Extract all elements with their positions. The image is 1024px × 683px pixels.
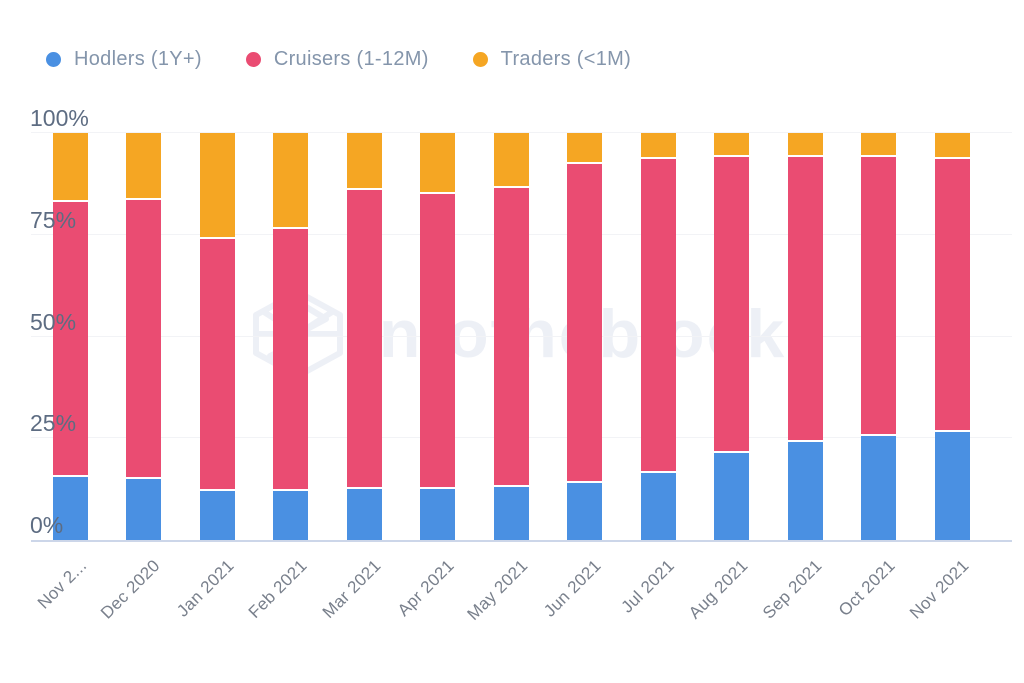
- bar-segment-hodlers-1y[interactable]: [567, 483, 602, 540]
- bar-dec-2020[interactable]: [126, 133, 161, 540]
- bar-jan-2021[interactable]: [199, 133, 235, 540]
- bar-segment-hodlers-1y[interactable]: [787, 442, 823, 540]
- x-axis-label-apr-2021: Apr 2021: [394, 556, 458, 620]
- bar-segment-hodlers-1y[interactable]: [493, 487, 529, 540]
- bar-segment-cruisers-1-12m[interactable]: [126, 200, 161, 479]
- legend-label: Cruisers (1-12M): [273, 48, 429, 70]
- bar-segment-hodlers-1y[interactable]: [934, 432, 970, 540]
- y-axis-label-25: 25%: [30, 410, 77, 437]
- gridline-100: [31, 132, 1012, 133]
- bar-segment-hodlers-1y[interactable]: [52, 476, 88, 540]
- legend-item-traders-1m[interactable]: Traders (<1M): [472, 48, 632, 71]
- legend-dot-icon: [245, 52, 261, 67]
- legend-dot-icon: [472, 52, 488, 67]
- legend-label: Traders (<1M): [500, 48, 632, 70]
- bar-segment-hodlers-1y[interactable]: [199, 491, 235, 540]
- bar-segment-cruisers-1-12m[interactable]: [493, 187, 529, 488]
- bar-segment-traders-1m[interactable]: [934, 133, 970, 160]
- bar-may-2021[interactable]: [493, 133, 529, 540]
- y-axis-label-75: 75%: [30, 206, 77, 233]
- x-axis-label-may-2021: May 2021: [463, 556, 532, 624]
- bar-segment-hodlers-1y[interactable]: [640, 472, 676, 540]
- bar-nov-2[interactable]: [52, 133, 88, 540]
- bar-segment-traders-1m[interactable]: [346, 133, 382, 190]
- x-axis-label-nov-2: Nov 2...: [33, 556, 91, 613]
- bar-segment-cruisers-1-12m[interactable]: [567, 163, 602, 484]
- bar-segment-cruisers-1-12m[interactable]: [199, 238, 235, 492]
- bar-nov-2021[interactable]: [934, 133, 970, 540]
- x-axis-label-sep-2021: Sep 2021: [758, 556, 826, 623]
- x-axis-label-jul-2021: Jul 2021: [617, 556, 679, 617]
- x-axis-label-feb-2021: Feb 2021: [244, 556, 311, 622]
- bar-apr-2021[interactable]: [420, 133, 455, 540]
- x-axis-label-aug-2021: Aug 2021: [685, 556, 752, 623]
- x-axis-label-oct-2021: Oct 2021: [835, 556, 899, 620]
- bar-mar-2021[interactable]: [346, 133, 382, 540]
- bar-segment-cruisers-1-12m[interactable]: [787, 157, 823, 443]
- legend-dot-icon: [46, 52, 61, 67]
- y-axis-label-0: 0%: [30, 512, 64, 538]
- bar-segment-hodlers-1y[interactable]: [126, 478, 161, 540]
- bar-segment-traders-1m[interactable]: [787, 133, 823, 158]
- x-axis-label-dec-2020: Dec 2020: [97, 556, 164, 623]
- legend-item-hodlers-1y[interactable]: Hodlers (1Y+): [46, 48, 202, 71]
- bar-segment-hodlers-1y[interactable]: [420, 489, 455, 540]
- bar-segment-cruisers-1-12m[interactable]: [640, 159, 676, 473]
- bar-segment-traders-1m[interactable]: [640, 133, 676, 160]
- bar-segment-traders-1m[interactable]: [126, 133, 161, 201]
- bar-segment-traders-1m[interactable]: [420, 133, 455, 195]
- chart-legend: Hodlers (1Y+) Cruisers (1-12M) Traders (<1…: [46, 48, 631, 71]
- bar-segment-cruisers-1-12m[interactable]: [861, 157, 896, 437]
- x-axis-label-mar-2021: Mar 2021: [318, 556, 385, 622]
- bar-sep-2021[interactable]: [787, 133, 823, 540]
- y-axis-label-100: 100%: [30, 105, 89, 131]
- bar-segment-cruisers-1-12m[interactable]: [52, 202, 88, 477]
- legend-label: Hodlers (1Y+): [74, 48, 202, 70]
- bar-segment-cruisers-1-12m[interactable]: [934, 159, 970, 433]
- bar-feb-2021[interactable]: [273, 133, 308, 540]
- bar-aug-2021[interactable]: [714, 133, 749, 540]
- bar-segment-hodlers-1y[interactable]: [861, 436, 896, 540]
- bar-segment-traders-1m[interactable]: [493, 133, 529, 188]
- bar-segment-traders-1m[interactable]: [567, 133, 602, 164]
- x-axis-label-jun-2021: Jun 2021: [540, 556, 605, 621]
- bar-segment-cruisers-1-12m[interactable]: [346, 189, 382, 490]
- bar-segment-traders-1m[interactable]: [861, 133, 896, 158]
- bar-segment-hodlers-1y[interactable]: [273, 491, 308, 540]
- bar-segment-cruisers-1-12m[interactable]: [714, 157, 749, 453]
- bar-oct-2021[interactable]: [861, 133, 896, 540]
- bar-segment-traders-1m[interactable]: [52, 133, 88, 203]
- bar-segment-traders-1m[interactable]: [199, 133, 235, 239]
- x-axis-line: [31, 540, 1012, 542]
- bar-segment-cruisers-1-12m[interactable]: [273, 228, 308, 492]
- y-axis-label-50: 50%: [30, 308, 77, 335]
- bar-jul-2021[interactable]: [640, 133, 676, 540]
- bar-jun-2021[interactable]: [567, 133, 602, 540]
- bar-segment-hodlers-1y[interactable]: [714, 452, 749, 540]
- bar-segment-traders-1m[interactable]: [273, 133, 308, 229]
- x-axis-label-jan-2021: Jan 2021: [172, 556, 238, 621]
- bar-segment-cruisers-1-12m[interactable]: [420, 194, 455, 490]
- legend-item-cruisers-1-12m[interactable]: Cruisers (1-12M): [245, 48, 429, 71]
- bar-segment-hodlers-1y[interactable]: [346, 489, 382, 540]
- x-axis-label-nov-2021: Nov 2021: [905, 556, 973, 623]
- bar-segment-traders-1m[interactable]: [714, 133, 749, 158]
